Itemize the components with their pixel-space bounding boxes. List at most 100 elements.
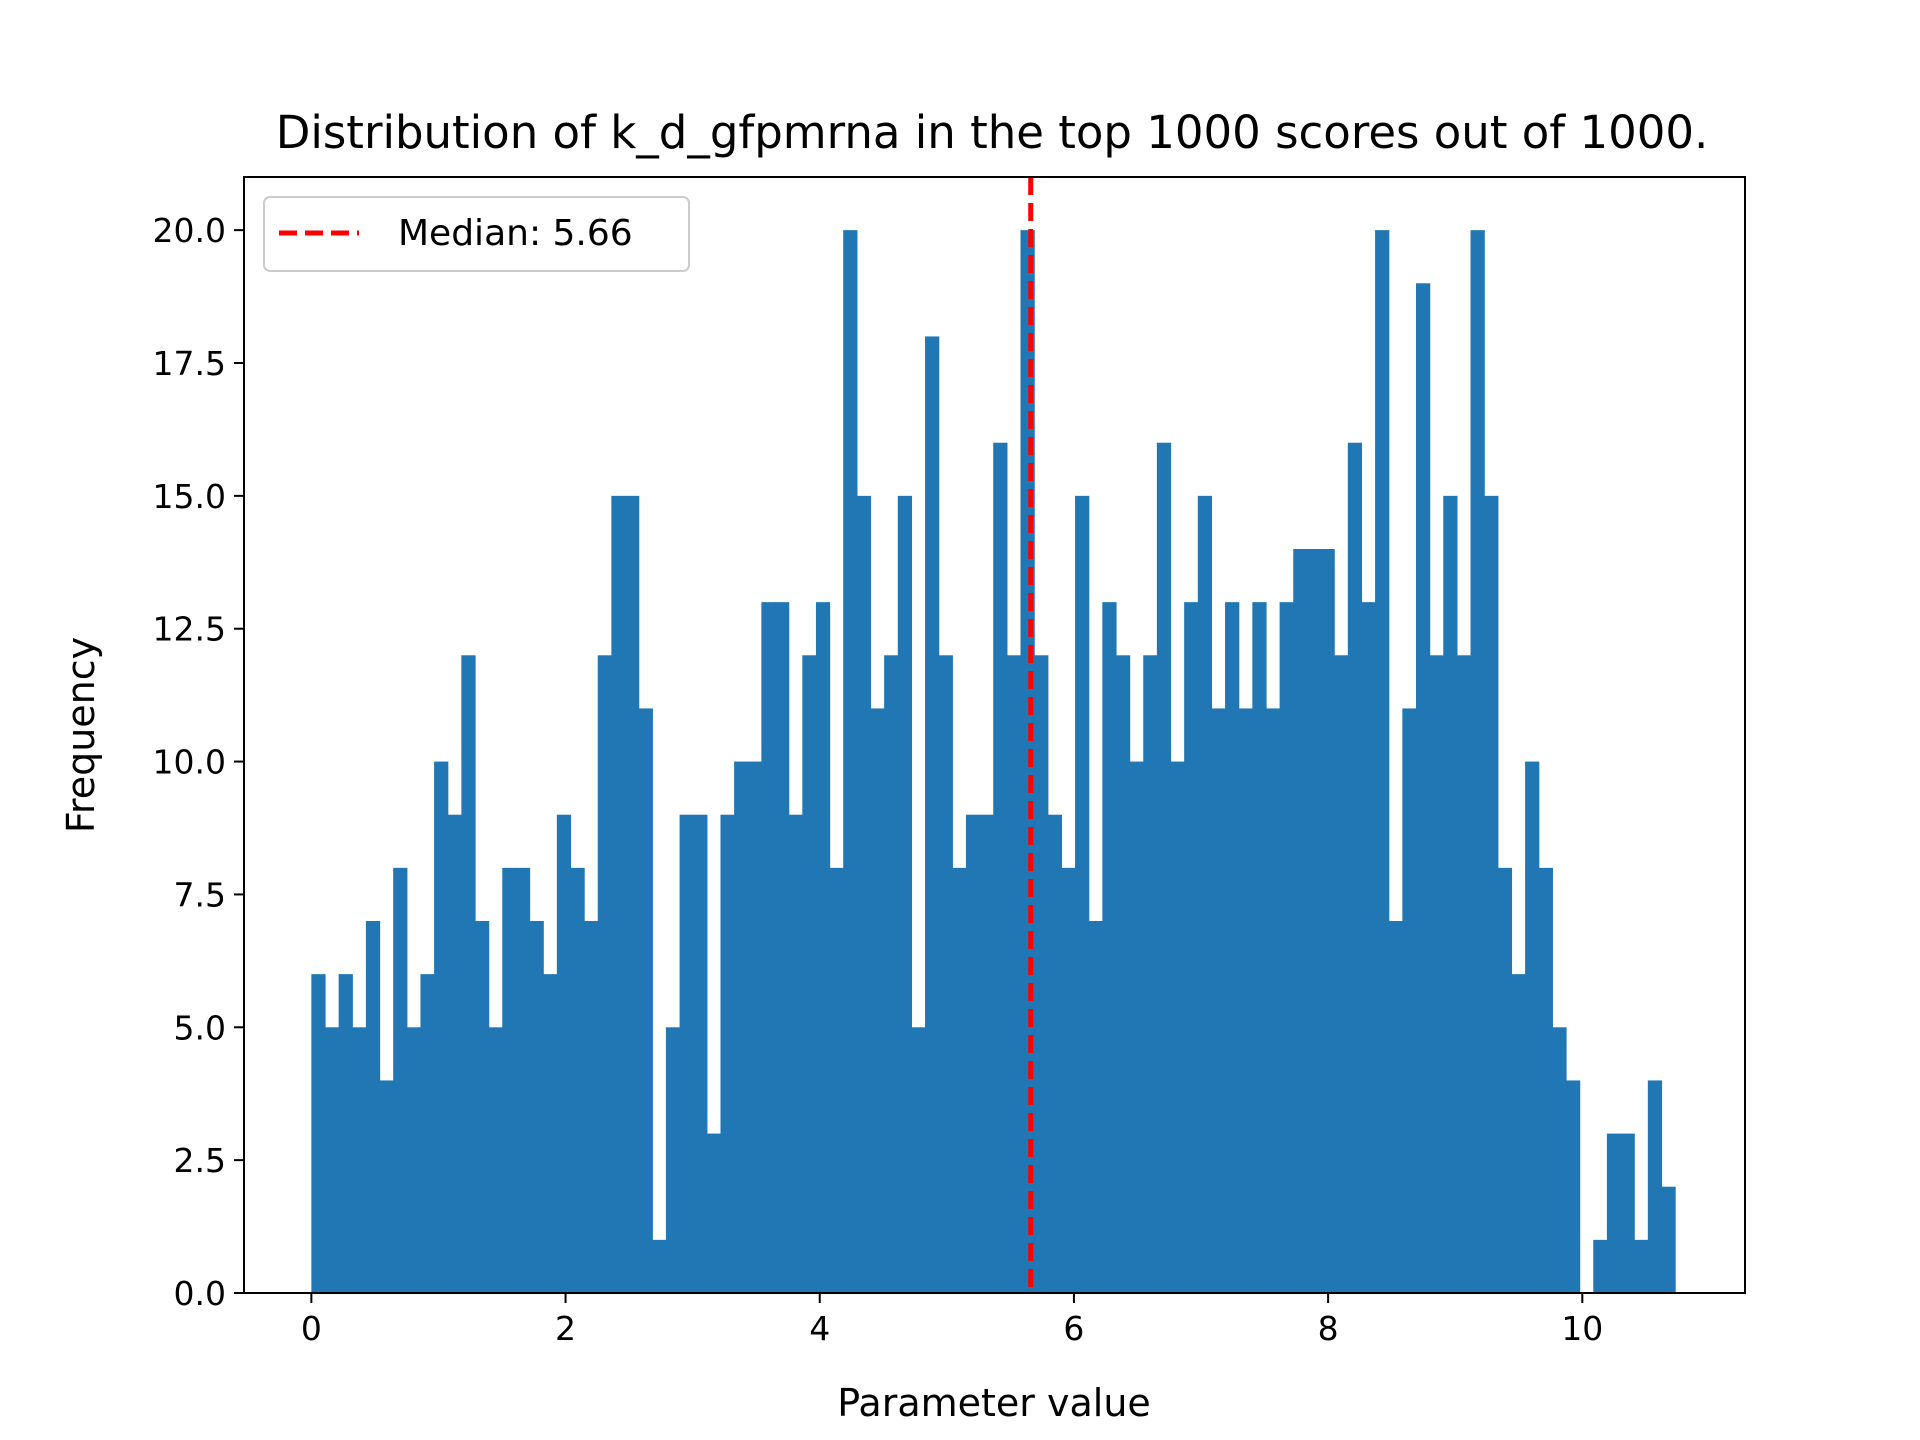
histogram-bar [856, 495, 872, 1293]
histogram-bar [1034, 655, 1049, 1293]
histogram-bar [775, 602, 790, 1293]
histogram-bar [897, 495, 913, 1293]
x-tick-label: 2 [555, 1309, 576, 1348]
histogram-bar [406, 1027, 422, 1293]
histogram-bar [570, 867, 585, 1293]
histogram-bar [1279, 602, 1294, 1293]
histogram-bar [1129, 761, 1144, 1293]
histogram-bar [911, 1027, 926, 1293]
histogram-bar [1484, 495, 1499, 1293]
y-tick-label: 20.0 [153, 211, 226, 250]
histogram-bar [993, 442, 1008, 1294]
histogram-bar [965, 814, 981, 1293]
histogram-bar [393, 867, 408, 1293]
histogram-bar [1456, 655, 1472, 1293]
histogram-bar [652, 1239, 667, 1293]
x-tick-label: 4 [809, 1309, 830, 1348]
histogram-bar [1170, 761, 1185, 1293]
histogram-bar [1184, 602, 1199, 1293]
x-axis-ticks: 0 2 4 6 8 10 [301, 1293, 1603, 1348]
histogram-bar [1402, 708, 1417, 1293]
histogram-bar [1593, 1239, 1608, 1293]
histogram-bar [379, 1080, 394, 1293]
histogram-bar [1211, 708, 1226, 1293]
histogram-bar [556, 814, 572, 1293]
histogram-bar [1525, 761, 1540, 1293]
y-tick-label: 2.5 [174, 1141, 226, 1180]
x-tick-label: 6 [1063, 1309, 1084, 1348]
histogram-bar [706, 1133, 722, 1293]
plot-frame [243, 176, 1746, 1294]
histogram-bar [1075, 495, 1090, 1293]
histogram-bar [1347, 442, 1363, 1294]
histogram-bar [352, 1027, 367, 1293]
histogram-bar [802, 655, 817, 1293]
histogram-bar [1634, 1239, 1649, 1293]
histogram-bar [1102, 602, 1117, 1293]
x-tick-label: 0 [301, 1309, 322, 1348]
histogram-bar [679, 814, 694, 1293]
histogram-bar [884, 655, 899, 1293]
y-tick-label: 10.0 [153, 743, 226, 782]
histogram-bar [420, 974, 435, 1293]
histogram-bar [488, 1027, 503, 1293]
histogram-bars [311, 230, 1676, 1294]
histogram-bar [1320, 549, 1335, 1293]
histogram-bar [1061, 867, 1076, 1293]
histogram-bar [1647, 1080, 1663, 1293]
histogram-bar [1552, 1027, 1567, 1293]
y-tick-label: 7.5 [174, 875, 226, 914]
histogram-bar [365, 921, 381, 1293]
histogram-bar [1225, 602, 1240, 1293]
histogram-bar [925, 336, 940, 1293]
histogram-bar [1156, 442, 1172, 1294]
histogram-bar [515, 867, 531, 1293]
y-tick-label: 17.5 [153, 344, 226, 383]
legend-median-label: Median: 5.66 [398, 213, 633, 254]
histogram-bar [1252, 602, 1267, 1293]
y-tick-label: 5.0 [174, 1008, 226, 1047]
histogram-bar [870, 708, 885, 1293]
histogram-bar [747, 761, 762, 1293]
histogram-bar [1143, 655, 1158, 1293]
histogram-bar [665, 1027, 681, 1293]
histogram-bar [938, 655, 953, 1293]
histogram-bar [434, 761, 449, 1293]
histogram-bar [1415, 283, 1431, 1293]
y-tick-label: 15.0 [153, 477, 226, 516]
histogram-bar [1566, 1080, 1581, 1293]
histogram-bar [1265, 708, 1281, 1293]
x-tick-label: 8 [1318, 1309, 1339, 1348]
histogram-bar [1661, 1186, 1676, 1293]
histogram-bar [788, 814, 803, 1293]
legend: Median: 5.66 [263, 196, 690, 272]
histogram-bar [1538, 867, 1553, 1293]
histogram-bar [638, 708, 653, 1293]
histogram-bar [597, 655, 612, 1293]
histogram-bar [502, 867, 517, 1293]
histogram-bar [447, 814, 462, 1293]
histogram-bar [1620, 1133, 1635, 1293]
histogram-bar [1429, 655, 1444, 1293]
histogram-bar [952, 867, 967, 1293]
histogram-bar [1047, 814, 1063, 1293]
y-axis-ticks: 0.0 2.5 5.0 7.5 10.0 12.5 15.0 17.5 20.0 [153, 211, 244, 1313]
histogram-bar [829, 867, 844, 1293]
histogram-bar [1334, 655, 1349, 1293]
chart-title: Distribution of k_d_gfpmrna in the top 1… [276, 106, 1709, 159]
histogram-bar [1115, 655, 1131, 1293]
histogram-bar [1497, 867, 1513, 1293]
histogram-bar [1606, 1133, 1622, 1293]
histogram-bar [734, 761, 749, 1293]
histogram-bar [761, 602, 776, 1293]
histogram-bar [311, 974, 326, 1293]
histogram-bar [461, 655, 476, 1293]
legend-box [263, 196, 690, 272]
y-tick-label: 0.0 [174, 1274, 226, 1313]
histogram-bar [584, 921, 599, 1293]
histogram-bar [1470, 230, 1485, 1293]
histogram-bar [1088, 921, 1103, 1293]
histogram-bar [1361, 602, 1376, 1293]
y-tick-label: 12.5 [153, 610, 226, 649]
